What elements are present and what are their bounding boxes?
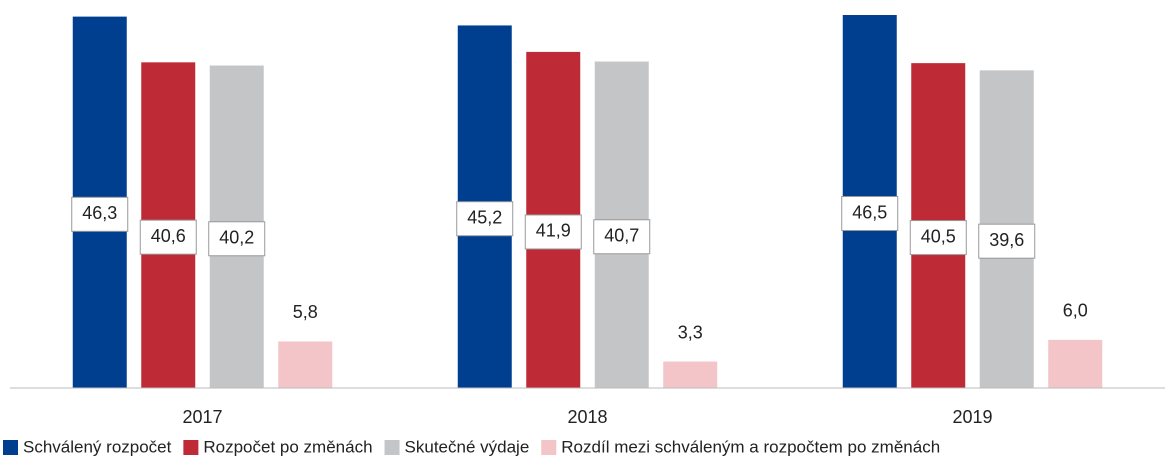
data-label: 46,5: [852, 202, 887, 222]
bar: [278, 341, 333, 388]
data-label: 41,9: [536, 221, 571, 241]
label-box: [841, 196, 899, 232]
data-label: 40,6: [151, 226, 186, 246]
label-box: [139, 219, 197, 255]
data-label: 45,2: [467, 207, 502, 227]
data-label: 6,0: [1063, 301, 1088, 321]
bar: [1048, 339, 1103, 388]
label-box: [524, 214, 582, 250]
label-box: [208, 221, 266, 257]
legend-label: Schválený rozpočet: [23, 437, 172, 456]
data-label: 5,8: [293, 302, 318, 322]
legend-label: Rozdíl mezi schváleným a rozpočtem po zm…: [561, 437, 940, 456]
legend-swatch: [3, 440, 18, 455]
x-tick-label: 2019: [952, 407, 992, 427]
label-box: [593, 219, 651, 255]
data-label: 40,5: [921, 226, 956, 246]
legend-label: Skutečné výdaje: [405, 437, 530, 456]
label-box: [71, 196, 129, 232]
label-box: [978, 223, 1036, 259]
data-label: 40,7: [604, 226, 639, 246]
legend-label: Rozpočet po změnách: [203, 437, 372, 456]
legend-swatch: [183, 440, 199, 455]
label-box: [456, 201, 514, 237]
data-label: 46,3: [82, 203, 117, 223]
label-box: [909, 220, 967, 256]
x-tick-label: 2017: [182, 407, 222, 427]
legend-swatch: [384, 440, 400, 455]
legend-swatch: [541, 440, 557, 455]
bar: [663, 361, 718, 388]
data-label: 40,2: [219, 228, 254, 248]
data-label: 39,6: [989, 230, 1024, 250]
data-label: 3,3: [678, 322, 703, 342]
x-tick-label: 2018: [567, 407, 607, 427]
